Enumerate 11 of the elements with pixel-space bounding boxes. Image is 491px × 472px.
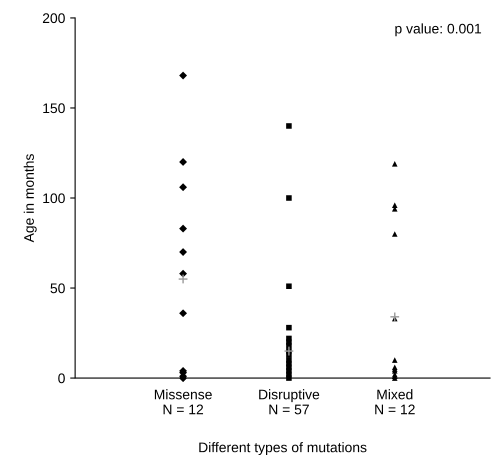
y-axis-title: Age in months [24,154,37,242]
x-axis-title: Different types of mutations [199,442,366,456]
y-tick-label: 200 [42,13,65,24]
annotation: p value: 0.001 [395,23,482,36]
y-tick-label: 50 [50,283,65,294]
x-tick-label: Mixed N = 12 [375,389,415,414]
y-tick-label: 0 [58,373,65,384]
x-tick-label: Missense N = 12 [154,389,212,414]
y-tick-label: 150 [43,103,65,114]
y-tick-label: 100 [43,193,65,204]
x-tick-label: Disruptive N = 57 [259,389,320,414]
